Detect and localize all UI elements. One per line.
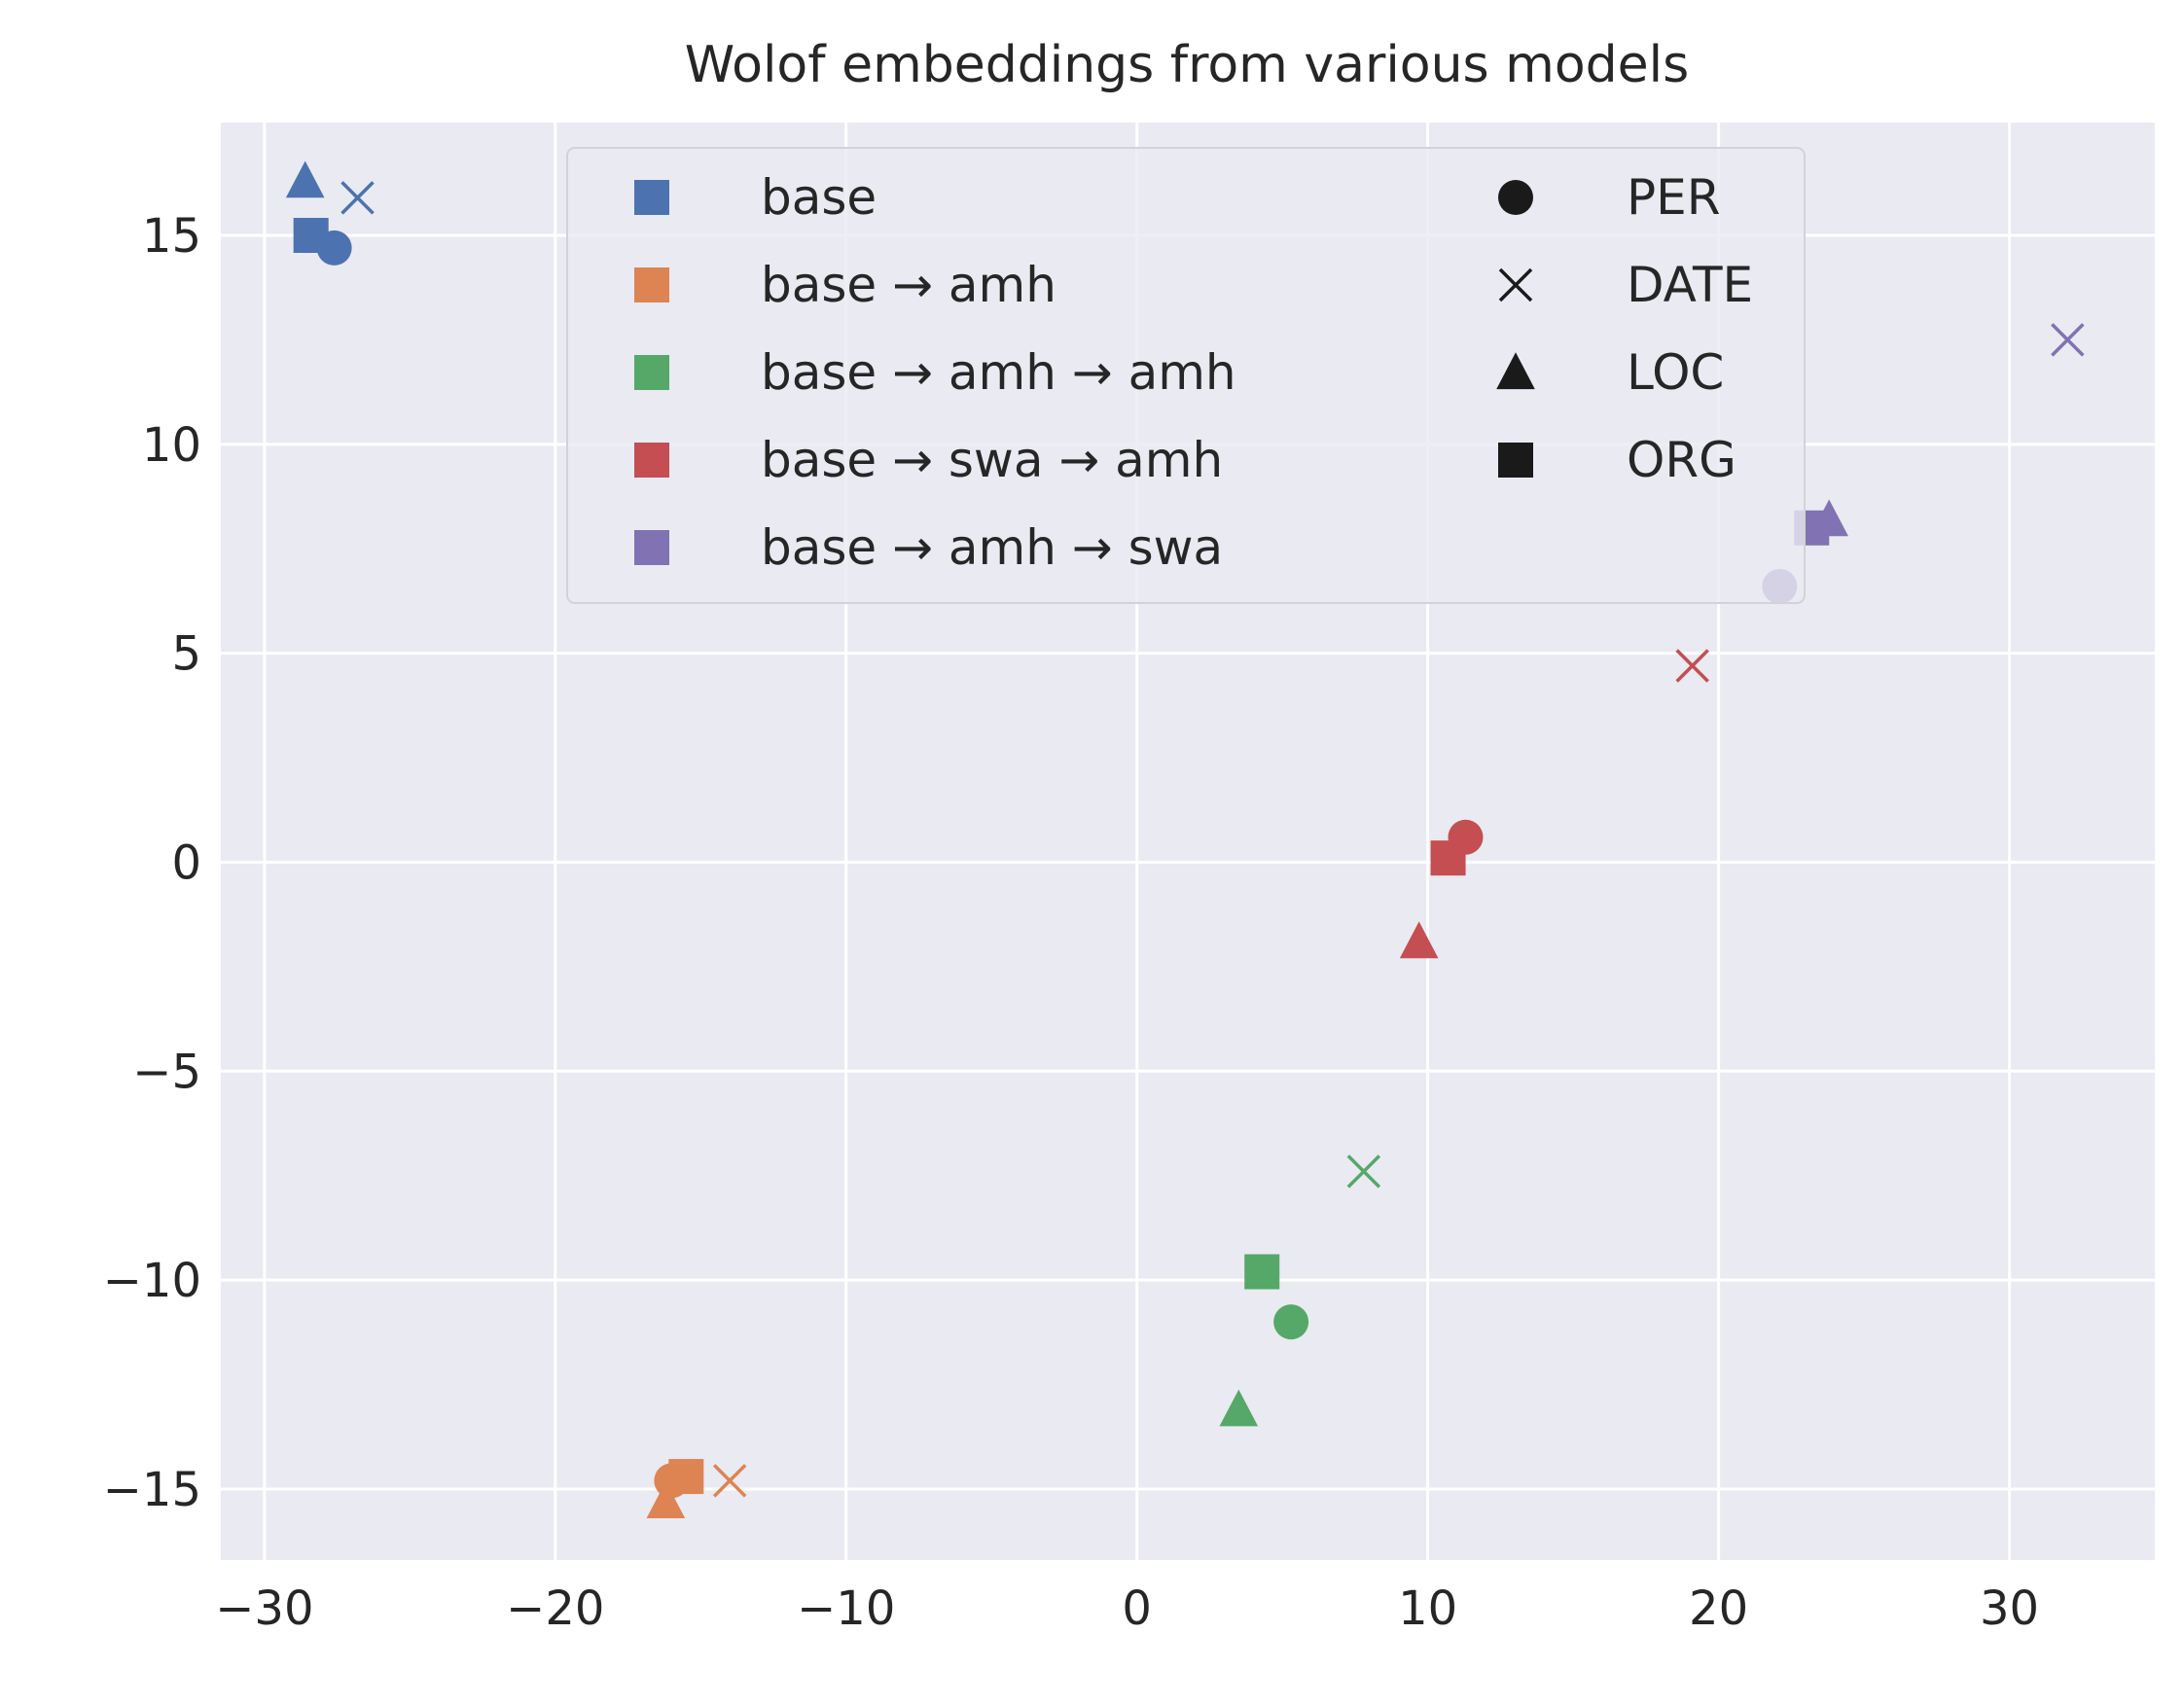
y-tick-label: −10 — [103, 1254, 201, 1308]
y-tick-label: −5 — [132, 1045, 201, 1099]
legend-label: base → amh — [761, 257, 1056, 313]
legend: base base → amh base → amh → amh base → swa… — [566, 147, 1806, 604]
chart-title: Wolof embeddings from various models — [685, 36, 1689, 94]
data-point-date — [340, 181, 375, 215]
legend-swatch — [634, 443, 669, 478]
data-point-date — [1675, 649, 1709, 683]
data-point-per — [1273, 1304, 1309, 1340]
data-point-org — [1244, 1254, 1280, 1290]
legend-swatch — [634, 267, 669, 302]
data-point-loc — [1399, 921, 1439, 959]
y-tick-label: 10 — [142, 418, 201, 473]
data-point-org — [1430, 840, 1466, 876]
legend-marker-label: LOC — [1627, 344, 1724, 401]
data-point-loc — [646, 1481, 686, 1518]
legend-marker-per — [1498, 180, 1533, 215]
x-tick-label: −30 — [215, 1581, 313, 1636]
data-point-org — [293, 218, 329, 254]
data-point-loc — [285, 160, 325, 198]
y-tick-label: −15 — [103, 1463, 201, 1517]
legend-label: base — [761, 169, 877, 226]
legend-label: base → amh → amh — [761, 344, 1236, 401]
legend-marker-label: DATE — [1627, 257, 1753, 313]
x-tick-label: 10 — [1398, 1581, 1457, 1636]
y-tick-label: 5 — [171, 627, 201, 682]
legend-marker-loc — [1496, 352, 1535, 390]
x-tick-label: −20 — [506, 1581, 604, 1636]
y-tick-label: 15 — [142, 209, 201, 264]
data-point-date — [1346, 1154, 1381, 1189]
data-point-date — [2051, 323, 2085, 357]
x-tick-label: 30 — [1980, 1581, 2039, 1636]
legend-label: base → amh → swa — [761, 519, 1223, 576]
legend-swatch — [634, 180, 669, 215]
data-point-date — [712, 1464, 747, 1498]
legend-marker-label: PER — [1627, 169, 1720, 226]
y-tick-label: 0 — [171, 835, 201, 890]
data-point-loc — [1219, 1389, 1259, 1427]
data-point-org — [668, 1459, 704, 1495]
data-points — [285, 160, 2085, 1518]
x-tick-label: −10 — [797, 1581, 895, 1636]
y-axis-ticks: −15 −10 −5 0 5 10 15 — [103, 209, 201, 1517]
x-tick-label: 20 — [1689, 1581, 1748, 1636]
x-axis-ticks: −30 −20 −10 0 10 20 30 — [215, 1581, 2039, 1636]
legend-marker-date — [1498, 267, 1533, 302]
legend-marker-org — [1498, 443, 1533, 478]
x-tick-label: 0 — [1122, 1581, 1152, 1636]
legend-label: base → swa → amh — [761, 432, 1223, 488]
legend-swatch — [634, 355, 669, 390]
legend-swatch — [634, 530, 669, 565]
legend-marker-label: ORG — [1627, 432, 1736, 488]
legend-box — [566, 147, 1806, 604]
